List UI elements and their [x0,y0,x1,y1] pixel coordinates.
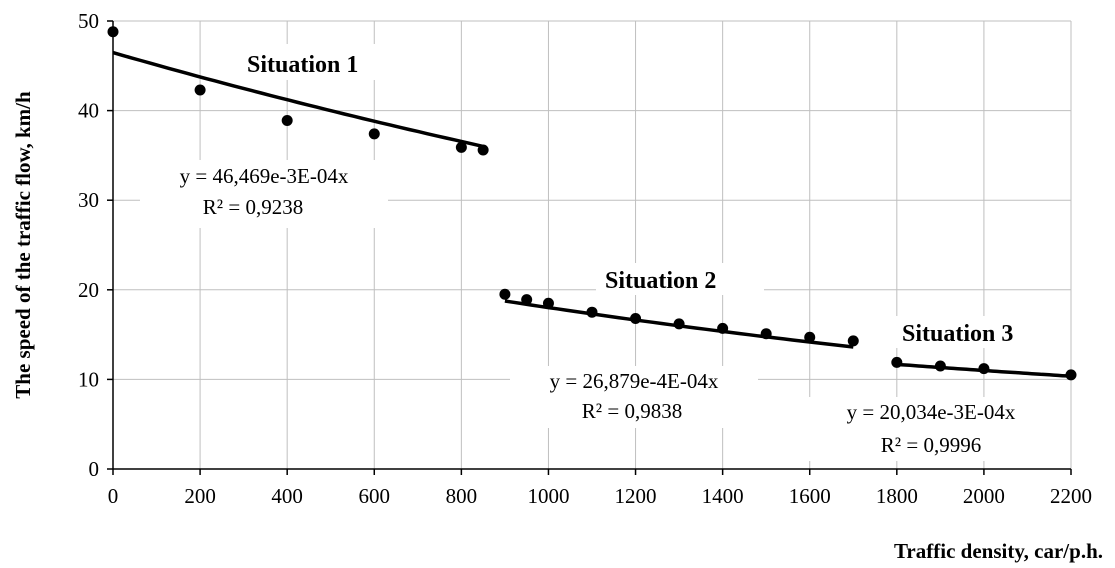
x-tick-label: 1200 [615,484,657,508]
axes: 0 10 20 30 40 50 0 200 400 600 800 1000 1200 1400 1600… [78,9,1092,508]
y-tick-label: 30 [78,188,99,212]
equation-1-bg [140,160,388,228]
data-point-series-2 [847,335,859,347]
y-tick-label: 10 [78,367,99,391]
x-tick-label: 400 [271,484,303,508]
x-tick-label: 1600 [789,484,831,508]
data-point-series-3 [934,360,946,372]
data-point-series-1 [368,128,380,140]
situation-1-label-bg [238,44,406,80]
data-point-series-3 [978,363,990,375]
data-point-series-2 [630,312,642,324]
trendline-3-equation: y = 20,034e-3E-04x [847,400,1016,424]
data-point-series-2 [804,331,816,343]
x-tick-label: 800 [446,484,478,508]
y-tick-label: 50 [78,9,99,33]
data-point-series-2 [521,294,533,306]
trendline-1-equation: y = 46,469e-3E-04x [180,164,349,188]
trendline-series-1 [112,50,484,149]
trendline-3-r2: R² = 0,9996 [881,433,981,457]
y-axis-title: The speed of the traffic flow, km/h [11,91,35,399]
x-tick-label: 1400 [702,484,744,508]
x-tick-label: 1000 [527,484,569,508]
situation-3-label-bg [893,316,1061,348]
data-point-series-1 [477,144,489,156]
data-point-series-2 [586,306,598,318]
x-tick-label: 1800 [876,484,918,508]
situation-2-label-bg [596,263,764,295]
data-point-series-3 [1065,369,1077,381]
data-point-series-2 [760,328,772,340]
trendline-1-r2: R² = 0,9238 [203,195,303,219]
data-point-series-1 [281,114,293,126]
situation-1-label: Situation 1 [247,52,358,78]
data-point-series-2 [673,318,685,330]
y-tick-label: 40 [78,99,99,123]
data-point-series-1 [194,84,206,96]
situation-2-label: Situation 2 [605,268,716,294]
trendline-2-equation: y = 26,879e-4E-04x [550,369,719,393]
x-tick-label: 200 [184,484,216,508]
data-point-series-2 [717,322,729,334]
data-point-series-3 [891,356,903,368]
x-axis-title: Traffic density, car/p.h. [894,539,1103,563]
x-tick-label: 2000 [963,484,1005,508]
situation-3-label: Situation 3 [902,321,1013,347]
x-tick-label: 600 [359,484,391,508]
x-tick-label: 2200 [1050,484,1092,508]
trendline-2-r2: R² = 0,9838 [582,399,682,423]
y-tick-label: 0 [89,457,100,481]
data-point-series-1 [107,26,119,38]
annotations: Situation 1 Situation 2 Situation 3 y = … [140,44,1061,461]
data-point-series-2 [499,288,511,300]
equation-3-bg [808,397,1056,461]
data-point-series-1 [455,141,467,153]
data-points [107,26,1077,381]
x-tick-label: 0 [108,484,119,508]
equation-2-bg [510,366,758,428]
y-tick-label: 20 [78,278,99,302]
data-point-series-2 [542,297,554,309]
